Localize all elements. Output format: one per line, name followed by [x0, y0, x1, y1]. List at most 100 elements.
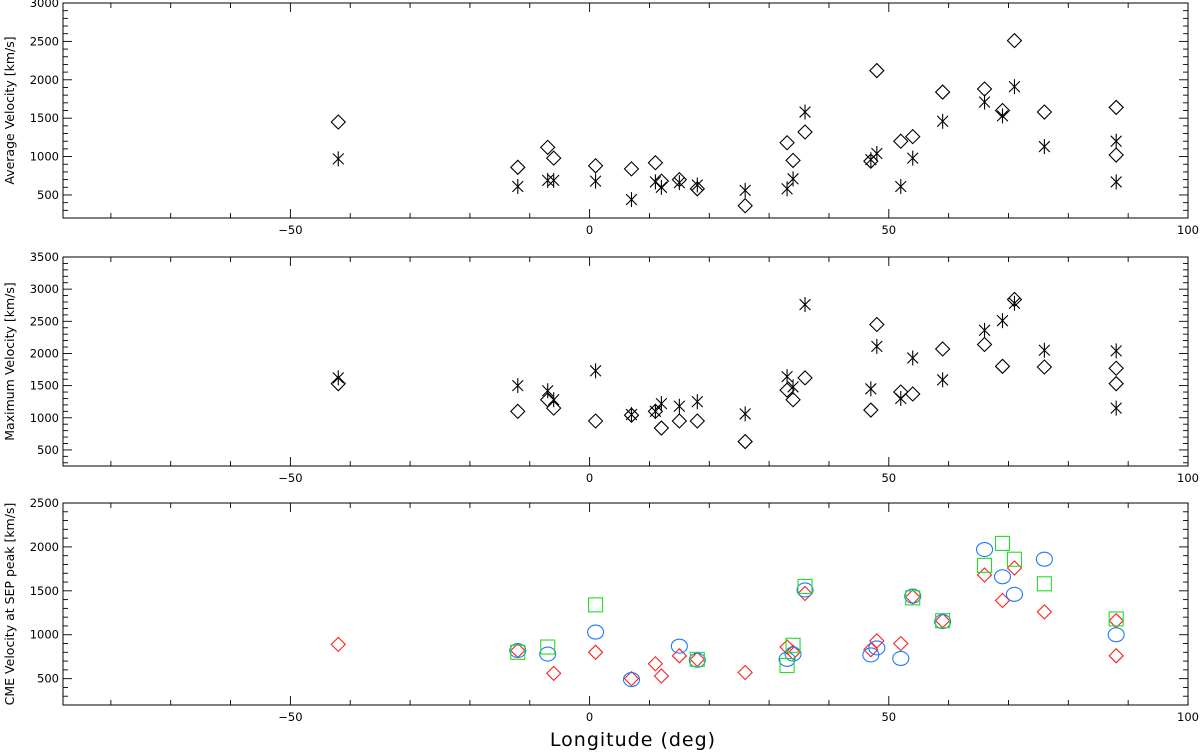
series-square	[510, 535, 1124, 674]
data-point-asterisk	[978, 322, 991, 338]
data-point-diamond	[330, 114, 347, 130]
data-point-diamond	[785, 152, 801, 169]
data-point-diamond	[797, 124, 813, 140]
y-tick-label: 2000	[30, 540, 59, 554]
data-point-asterisk	[739, 182, 751, 198]
data-point-diamond	[779, 134, 795, 151]
series-diamond	[330, 560, 1124, 687]
data-point-diamond	[976, 567, 993, 583]
data-point-circle	[796, 582, 814, 598]
y-tick-label: 1500	[30, 584, 59, 598]
data-point-asterisk	[906, 350, 919, 366]
data-point-square	[1006, 551, 1023, 567]
data-point-diamond	[510, 403, 526, 420]
data-point-diamond	[1108, 99, 1124, 116]
data-point-circle	[904, 588, 922, 604]
data-point-diamond	[647, 655, 664, 672]
series-diamond	[330, 291, 1124, 450]
y-tick-label: 2000	[30, 73, 59, 87]
data-point-asterisk	[996, 108, 1009, 124]
data-point-asterisk	[936, 113, 949, 129]
data-point-diamond	[892, 133, 909, 149]
data-point-square	[994, 535, 1011, 551]
x-tick-label: −50	[278, 223, 302, 237]
data-point-diamond	[904, 128, 921, 145]
data-point-square	[588, 597, 604, 613]
data-point-diamond	[994, 358, 1011, 375]
data-point-asterisk	[511, 179, 524, 195]
data-point-diamond	[1036, 604, 1053, 620]
data-point-circle	[993, 569, 1012, 585]
x-tick-label: 50	[881, 471, 896, 485]
data-point-diamond	[671, 413, 688, 429]
data-point-asterisk	[781, 181, 793, 197]
data-point-diamond	[904, 589, 921, 605]
data-point-asterisk	[799, 297, 811, 313]
data-point-circle	[688, 652, 706, 668]
data-point-diamond	[623, 670, 640, 687]
y-tick-label: 3000	[30, 0, 59, 10]
data-point-asterisk	[799, 104, 811, 120]
data-point-circle	[1005, 586, 1024, 602]
series-circle	[509, 541, 1125, 688]
data-point-square	[510, 644, 526, 660]
data-point-asterisk	[1008, 79, 1021, 95]
data-point-diamond	[539, 139, 556, 156]
data-point-diamond	[869, 62, 885, 79]
data-point-circle	[622, 671, 641, 688]
data-point-asterisk	[978, 94, 991, 110]
data-point-asterisk	[894, 179, 907, 195]
data-point-diamond	[976, 336, 993, 353]
data-point-circle	[1035, 551, 1053, 567]
data-point-diamond	[653, 420, 670, 436]
data-point-asterisk	[541, 383, 554, 399]
data-point-asterisk	[589, 173, 602, 189]
y-tick-label: 3500	[30, 250, 59, 264]
x-tick-label: 100	[1177, 710, 1199, 724]
data-point-asterisk	[1110, 133, 1122, 149]
data-point-asterisk	[691, 177, 704, 193]
data-point-diamond	[863, 153, 879, 169]
data-point-asterisk	[1110, 343, 1122, 359]
y-tick-label: 1000	[30, 150, 59, 164]
data-point-asterisk	[655, 179, 668, 195]
data-point-diamond	[1036, 104, 1053, 120]
x-tick-label: 0	[586, 710, 593, 724]
data-point-asterisk	[865, 381, 877, 397]
data-point-square	[976, 557, 993, 573]
x-tick-label: 100	[1177, 223, 1199, 237]
data-point-circle	[509, 642, 527, 659]
series-asterisk	[332, 79, 1122, 208]
data-point-asterisk	[625, 192, 638, 208]
y-tick-label: 500	[37, 672, 59, 686]
data-point-asterisk	[996, 313, 1009, 329]
data-point-diamond	[785, 644, 801, 661]
data-point-asterisk	[332, 151, 345, 167]
data-point-asterisk	[894, 390, 907, 406]
data-point-diamond	[994, 592, 1011, 609]
data-point-asterisk	[1110, 174, 1122, 190]
data-point-asterisk	[1110, 400, 1122, 416]
data-point-diamond	[545, 665, 562, 682]
data-point-diamond	[671, 648, 688, 664]
data-point-diamond	[797, 370, 813, 386]
y-tick-label: 500	[37, 443, 59, 457]
data-point-asterisk	[649, 403, 662, 419]
data-point-asterisk	[589, 363, 602, 379]
data-point-square	[1108, 611, 1124, 627]
data-point-square	[935, 613, 951, 629]
data-point-diamond	[904, 386, 921, 402]
data-point-diamond	[587, 413, 604, 429]
data-point-square	[689, 651, 705, 667]
data-point-diamond	[797, 585, 813, 602]
data-point-asterisk	[936, 372, 949, 388]
plot-frame	[62, 502, 1189, 706]
data-point-diamond	[623, 407, 640, 423]
x-tick-label: 0	[586, 223, 593, 237]
panel-cme-velocity-sep-peak: −50 0 50 100 500 1000 1500 2000 2500 CME Velocity…	[2, 496, 1199, 724]
data-point-asterisk	[906, 150, 919, 166]
plot-frame	[62, 2, 1189, 219]
y-tick-label: 500	[37, 188, 59, 202]
data-point-asterisk	[625, 407, 638, 423]
data-point-diamond	[1108, 360, 1124, 377]
